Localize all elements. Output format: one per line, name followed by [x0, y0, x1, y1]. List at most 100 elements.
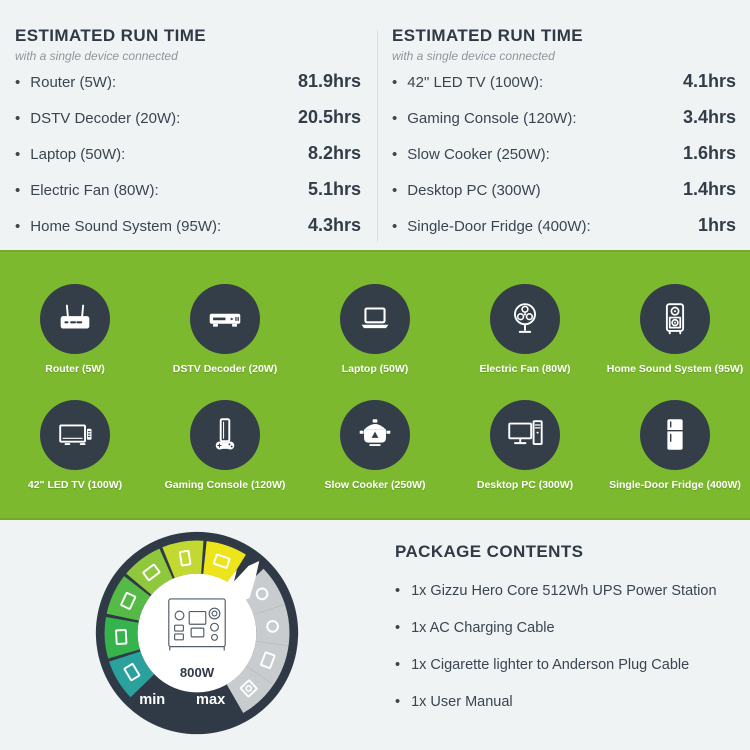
microwave-icon [142, 563, 161, 581]
device-circle [190, 284, 260, 354]
laptop-icon [115, 629, 128, 645]
power-gauge: 800W min max [95, 531, 299, 735]
device-grid: Router (5W) DSTV Decoder (20W) [0, 252, 750, 491]
runtime-label: Single-Door Fridge (400W): [392, 218, 698, 235]
runtime-value: 4.3hrs [307, 215, 361, 235]
gauge-center [137, 573, 257, 693]
device-slow-cooker: Slow Cooker (250W) [300, 400, 450, 491]
runtime-list-left: Router (5W): 81.9hrs DSTV Decoder (20W):… [15, 71, 361, 251]
runtime-label: Desktop PC (300W) [392, 182, 683, 199]
device-dstv-decoder: DSTV Decoder (20W) [150, 284, 300, 375]
runtime-label: Home Sound System (95W): [15, 218, 308, 235]
desktop-icon [120, 592, 137, 610]
device-laptop: Laptop (50W) [300, 284, 450, 375]
gauge-segment-dryer [253, 604, 290, 646]
gauge-segment-desktop [106, 576, 151, 621]
gauge-segment-kettle [239, 568, 285, 615]
runtime-value: 1hrs [697, 215, 736, 235]
runtime-row: Single-Door Fridge (400W): 1hrs [392, 215, 736, 251]
runtime-title-left: ESTIMATED RUN TIME [15, 26, 207, 45]
device-label: 42" LED TV (100W) [27, 479, 123, 492]
runtime-value: 81.9hrs [297, 71, 361, 91]
electric-fan-icon [514, 303, 536, 333]
gauge-wattage-label: 800W [180, 665, 215, 680]
router-icon [60, 304, 90, 329]
device-home-sound-system: Home Sound System (95W) [600, 284, 750, 375]
gauge-segment-drill [246, 641, 289, 685]
gauge-segments [104, 540, 290, 714]
device-circle [340, 284, 410, 354]
device-circle [340, 400, 410, 471]
device-label: Home Sound System (95W) [606, 363, 744, 375]
dryer-icon [266, 620, 279, 633]
device-circle [40, 400, 110, 471]
device-router: Router (5W) [0, 284, 150, 375]
package-item: 1x Cigarette lighter to Anderson Plug Ca… [395, 657, 740, 673]
device-fridge: Single-Door Fridge (400W) [600, 400, 750, 491]
drill-icon [260, 651, 276, 670]
runtime-value: 3.4hrs [682, 107, 736, 127]
runtime-label: Router (5W): [15, 74, 298, 91]
device-label: Single-Door Fridge (400W) [609, 479, 741, 492]
runtime-row: Laptop (50W): 8.2hrs [15, 143, 361, 179]
runtime-row: DSTV Decoder (20W): 20.5hrs [15, 107, 361, 143]
runtime-subtitle-left: with a single device connected [15, 49, 178, 63]
runtime-row: Gaming Console (120W): 3.4hrs [392, 107, 736, 143]
runtime-column-right: ESTIMATED RUN TIME with a single device … [392, 26, 736, 251]
runtime-label: DSTV Decoder (20W): [15, 110, 298, 127]
runtime-label: Slow Cooker (250W): [392, 146, 683, 163]
laptop-icon [361, 307, 389, 329]
runtime-section: ESTIMATED RUN TIME with a single device … [0, 0, 750, 250]
power-station-illustration [168, 598, 226, 651]
runtime-column-left: ESTIMATED RUN TIME with a single device … [15, 26, 361, 251]
device-circle [490, 400, 560, 471]
runtime-value: 1.4hrs [682, 179, 736, 199]
kettle-icon [255, 587, 269, 601]
desktop-pc-icon [508, 420, 543, 446]
device-label: DSTV Decoder (20W) [172, 363, 278, 375]
slow-cooker-icon [359, 419, 391, 447]
gauge-segment-laptop [104, 616, 140, 659]
device-circle [40, 284, 110, 354]
package-item: 1x AC Charging Cable [395, 620, 740, 636]
fridge-icon [666, 419, 684, 450]
tv-icon [212, 553, 231, 569]
runtime-value: 4.1hrs [682, 71, 736, 91]
runtime-row: 42" LED TV (100W): 4.1hrs [392, 71, 736, 107]
column-divider [377, 30, 378, 242]
runtime-row: Home Sound System (95W): 4.3hrs [15, 215, 361, 251]
device-electric-fan: Electric Fan (80W) [450, 284, 600, 375]
runtime-row: Desktop PC (300W) 1.4hrs [392, 179, 736, 215]
package-contents: PACKAGE CONTENTS 1x Gizzu Hero Core 512W… [395, 542, 740, 710]
runtime-row: Router (5W): 81.9hrs [15, 71, 361, 107]
bottom-section: 800W min max PACKAGE CONTENTS 1x Gizzu H… [0, 520, 750, 750]
package-list: 1x Gizzu Hero Core 512Wh UPS Power Stati… [395, 583, 740, 710]
runtime-value: 20.5hrs [297, 107, 361, 127]
gauge-max-label: max [196, 692, 225, 708]
device-label: Electric Fan (80W) [479, 363, 571, 375]
runtime-row: Electric Fan (80W): 5.1hrs [15, 179, 361, 215]
runtime-subtitle-right: with a single device connected [392, 49, 555, 63]
device-circle [640, 284, 710, 354]
device-band: Router (5W) DSTV Decoder (20W) [0, 250, 750, 520]
runtime-value: 8.2hrs [307, 143, 361, 163]
device-circle [640, 400, 710, 471]
runtime-label: Laptop (50W): [15, 146, 308, 163]
washer-icon [239, 679, 258, 698]
package-title: PACKAGE CONTENTS [395, 542, 584, 561]
led-tv-icon [59, 424, 92, 446]
device-label: Slow Cooker (250W) [324, 479, 426, 492]
gauge-segment-tv [203, 541, 246, 583]
runtime-title-right: ESTIMATED RUN TIME [392, 26, 584, 45]
device-label: Laptop (50W) [341, 363, 409, 375]
runtime-label: Electric Fan (80W): [15, 182, 308, 199]
gauge-segment-fridge [162, 540, 204, 578]
dstv-decoder-icon [209, 313, 241, 327]
package-item: 1x User Manual [395, 694, 740, 710]
fridge-icon [178, 549, 192, 567]
device-label: Router (5W) [45, 363, 105, 375]
gauge-min-label: min [139, 692, 165, 708]
router-icon [123, 663, 141, 682]
runtime-value: 1.6hrs [682, 143, 736, 163]
device-label: Gaming Console (120W) [164, 479, 286, 492]
